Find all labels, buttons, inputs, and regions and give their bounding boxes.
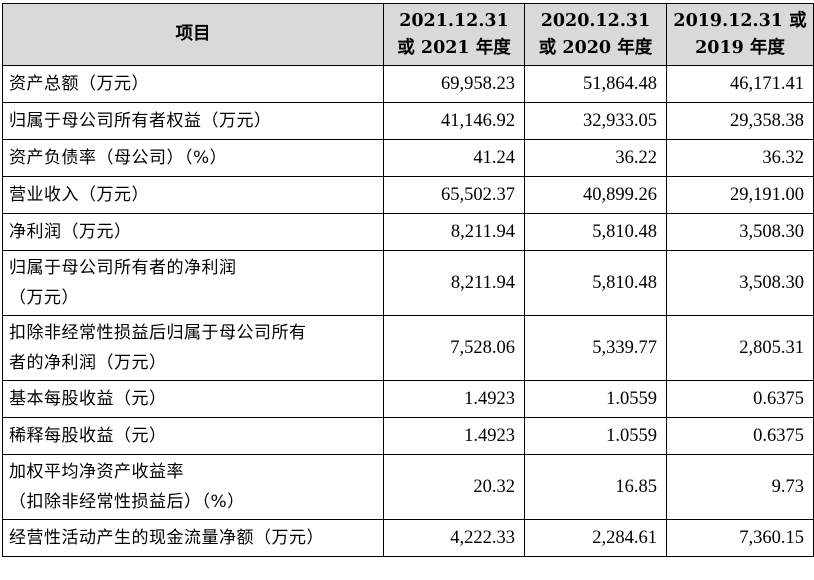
value-2020: 36.22: [524, 139, 667, 177]
value-2021: 1.4923: [383, 380, 525, 418]
header-2020: 2020.12.31 或 2020 年度: [524, 3, 667, 66]
value-2019: 29,191.00: [666, 176, 814, 214]
table-row: 资产负债率（母公司）（%） 41.24 36.22 36.32: [2, 139, 814, 177]
financial-summary-table: 项目 2021.12.31 或 2021 年度 2020.12.31 或 202…: [2, 3, 814, 557]
value-2020: 2,284.61: [524, 519, 667, 557]
value-2019: 29,358.38: [666, 102, 814, 140]
table-body: 资产总额（万元） 69,958.23 51,864.48 46,171.41 归属于母公…: [2, 65, 814, 557]
row-label: 稀释每股收益（元）: [2, 417, 384, 455]
row-label-line: （扣除非经常性损益后）（%）: [9, 492, 245, 512]
table-row: 营业收入（万元） 65,502.37 40,899.26 29,191.00: [2, 176, 814, 214]
value-2020: 1.0559: [524, 380, 667, 418]
value-2019: 3,508.30: [666, 213, 814, 251]
value-2021: 69,958.23: [383, 65, 525, 103]
row-label-line: 资产负债率（母公司）（%）: [9, 148, 228, 168]
table-row: 基本每股收益（元） 1.4923 1.0559 0.6375: [2, 380, 814, 418]
row-label-line: 净利润（万元）: [9, 222, 132, 242]
value-2019: 46,171.41: [666, 65, 814, 103]
table-row: 经营性活动产生的现金流量净额（万元） 4,222.33 2,284.61 7,360.…: [2, 519, 814, 557]
row-label-line: 归属于母公司所有者的净利润: [9, 258, 237, 278]
table-row: 资产总额（万元） 69,958.23 51,864.48 46,171.41: [2, 65, 814, 103]
value-2021: 4,222.33: [383, 519, 525, 557]
header-2020-year: 或 2020 年度: [538, 37, 653, 58]
value-2021: 8,211.94: [383, 213, 525, 251]
value-2019: 0.6375: [666, 380, 814, 418]
header-row: 项目 2021.12.31 或 2021 年度 2020.12.31 或 202…: [2, 3, 814, 66]
value-2021: 8,211.94: [383, 250, 525, 316]
header-2019: 2019.12.31 或 2019 年度: [666, 3, 814, 66]
row-label-line: 基本每股收益（元）: [9, 389, 167, 409]
header-2019-date: 2019.12.31 或: [673, 10, 807, 31]
value-2019: 36.32: [666, 139, 814, 177]
value-2020: 40,899.26: [524, 176, 667, 214]
table-row: 扣除非经常性损益后归属于母公司所有 者的净利润（万元） 7,528.06 5,339.…: [2, 315, 814, 381]
header-2021-year: 或 2021 年度: [397, 37, 511, 58]
header-2020-date: 2020.12.31: [540, 10, 651, 31]
row-label: 资产总额（万元）: [2, 65, 384, 103]
row-label: 加权平均净资产收益率 （扣除非经常性损益后）（%）: [2, 454, 384, 520]
row-label: 扣除非经常性损益后归属于母公司所有 者的净利润（万元）: [2, 315, 384, 381]
row-label: 净利润（万元）: [2, 213, 384, 251]
row-label: 营业收入（万元）: [2, 176, 384, 214]
value-2021: 65,502.37: [383, 176, 525, 214]
header-item: 项目: [2, 3, 384, 66]
value-2021: 41.24: [383, 139, 525, 177]
value-2020: 5,810.48: [524, 213, 667, 251]
row-label-line: （万元）: [9, 288, 79, 308]
value-2020: 5,339.77: [524, 315, 667, 381]
header-item-label: 项目: [175, 24, 211, 44]
row-label-line: 稀释每股收益（元）: [9, 426, 167, 446]
row-label-line: 资产总额（万元）: [9, 74, 149, 94]
row-label: 归属于母公司所有者的净利润 （万元）: [2, 250, 384, 316]
value-2021: 20.32: [383, 454, 525, 520]
header-2021-date: 2021.12.31: [399, 10, 509, 31]
row-label: 资产负债率（母公司）（%）: [2, 139, 384, 177]
value-2019: 2,805.31: [666, 315, 814, 381]
header-2021: 2021.12.31 或 2021 年度: [383, 3, 525, 66]
value-2020: 51,864.48: [524, 65, 667, 103]
value-2021: 41,146.92: [383, 102, 525, 140]
value-2020: 32,933.05: [524, 102, 667, 140]
value-2021: 1.4923: [383, 417, 525, 455]
header-2019-year: 2019 年度: [695, 37, 785, 58]
value-2021: 7,528.06: [383, 315, 525, 381]
row-label: 基本每股收益（元）: [2, 380, 384, 418]
value-2019: 0.6375: [666, 417, 814, 455]
row-label: 经营性活动产生的现金流量净额（万元）: [2, 519, 384, 557]
row-label-line: 者的净利润（万元）: [9, 353, 167, 373]
row-label-line: 经营性活动产生的现金流量净额（万元）: [9, 528, 324, 548]
table-row: 稀释每股收益（元） 1.4923 1.0559 0.6375: [2, 417, 814, 455]
table-row: 归属于母公司所有者权益（万元） 41,146.92 32,933.05 29,358.…: [2, 102, 814, 140]
table-header: 项目 2021.12.31 或 2021 年度 2020.12.31 或 202…: [2, 3, 814, 66]
value-2019: 7,360.15: [666, 519, 814, 557]
table-row: 净利润（万元） 8,211.94 5,810.48 3,508.30: [2, 213, 814, 251]
value-2020: 16.85: [524, 454, 667, 520]
row-label-line: 归属于母公司所有者权益（万元）: [9, 111, 272, 131]
row-label-line: 加权平均净资产收益率: [9, 462, 184, 482]
row-label: 归属于母公司所有者权益（万元）: [2, 102, 384, 140]
value-2019: 9.73: [666, 454, 814, 520]
row-label-line: 营业收入（万元）: [9, 185, 149, 205]
table-row: 加权平均净资产收益率 （扣除非经常性损益后）（%） 20.32 16.85 9.73: [2, 454, 814, 520]
value-2020: 5,810.48: [524, 250, 667, 316]
value-2019: 3,508.30: [666, 250, 814, 316]
row-label-line: 扣除非经常性损益后归属于母公司所有: [9, 323, 307, 343]
value-2020: 1.0559: [524, 417, 667, 455]
table-row: 归属于母公司所有者的净利润 （万元） 8,211.94 5,810.48 3,508.3…: [2, 250, 814, 316]
